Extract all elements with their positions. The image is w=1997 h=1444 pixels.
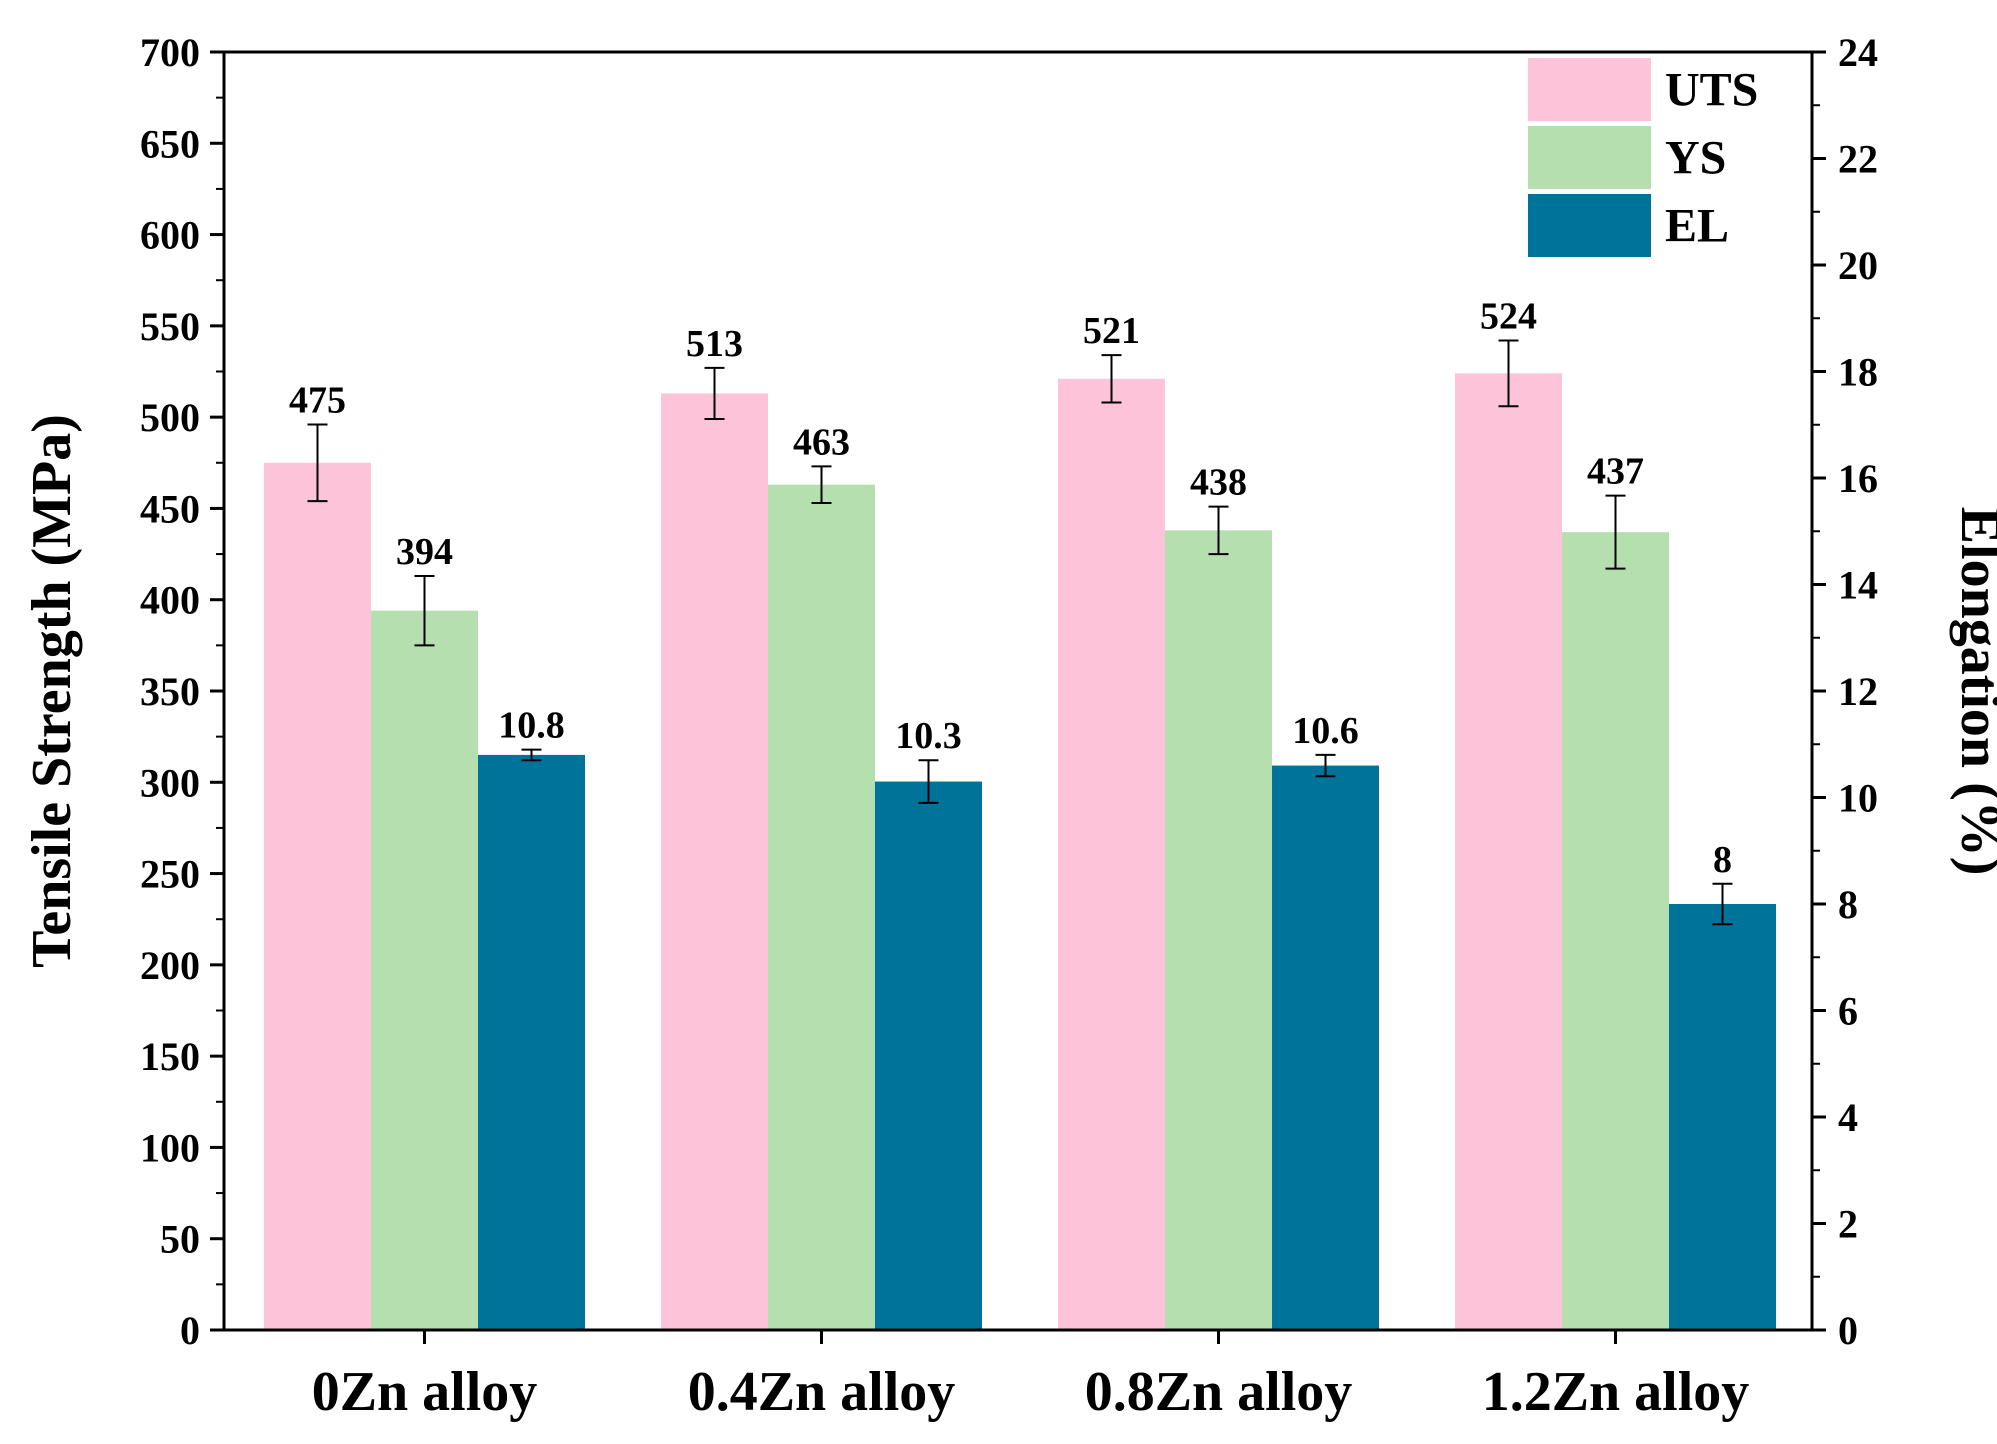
left-axis-tick-label: 500 (140, 395, 200, 440)
value-label-el: 10.3 (895, 715, 962, 757)
bar-uts (1455, 373, 1562, 1331)
bar-el (478, 754, 585, 1330)
legend-label-uts: UTS (1665, 64, 1758, 117)
bar-ys (371, 610, 478, 1330)
x-axis-category-label: 0.8Zn alloy (1085, 1361, 1353, 1423)
left-axis-tick-label: 200 (140, 943, 200, 988)
left-axis-tick-label: 150 (140, 1034, 200, 1079)
value-label-el: 10.8 (498, 705, 565, 747)
legend-swatch-el (1528, 194, 1651, 257)
left-axis-title: Tensile Strength (MPa) (21, 414, 83, 968)
right-axis-tick-label: 14 (1838, 563, 1878, 608)
left-axis-tick-label: 350 (140, 669, 200, 714)
left-axis-ticks: 0 50 100 150 200 250 300 350 400 450 500 550 600 650 7… (140, 30, 224, 1353)
value-label-ys: 394 (396, 531, 453, 573)
x-axis-category-label: 0.4Zn alloy (688, 1361, 956, 1423)
right-axis-tick-label: 6 (1838, 989, 1858, 1034)
left-axis-tick-label: 300 (140, 760, 200, 805)
right-axis-tick-label: 10 (1838, 776, 1878, 821)
x-axis-category-label: 1.2Zn alloy (1482, 1361, 1750, 1423)
value-label-el: 10.6 (1292, 710, 1359, 752)
legend-swatch-uts (1528, 58, 1651, 121)
left-axis-tick-label: 0 (180, 1308, 200, 1353)
right-axis-tick-label: 4 (1838, 1095, 1858, 1140)
bar-uts (1058, 378, 1165, 1330)
value-label-ys: 437 (1587, 451, 1644, 493)
bar-ys (768, 484, 875, 1330)
left-axis-tick-label: 50 (160, 1217, 200, 1262)
left-axis-tick-label: 450 (140, 486, 200, 531)
bar-el (875, 781, 982, 1330)
legend-swatch-ys (1528, 126, 1651, 189)
value-label-uts: 513 (686, 323, 743, 365)
value-label-uts: 475 (289, 379, 346, 421)
x-axis-categories: 0Zn alloy 0.4Zn alloy 0.8Zn alloy 1.2Zn all… (312, 1330, 1750, 1423)
right-axis-tick-label: 0 (1838, 1308, 1858, 1353)
right-axis-tick-label: 8 (1838, 882, 1858, 927)
right-axis-tick-label: 24 (1838, 30, 1878, 75)
legend: UTS YS EL (1528, 58, 1758, 257)
left-axis-tick-label: 600 (140, 213, 200, 258)
left-axis-tick-label: 400 (140, 578, 200, 623)
value-labels-layer: 475 394 10.8 513 463 10.3 521 438 10.6 524 437 8 (289, 295, 1732, 880)
bar-ys (1165, 530, 1272, 1330)
x-axis-category-label: 0Zn alloy (312, 1361, 538, 1423)
right-axis-tick-label: 18 (1838, 350, 1878, 395)
right-axis-tick-label: 16 (1838, 456, 1878, 501)
legend-label-ys: YS (1665, 132, 1726, 185)
left-axis-tick-label: 700 (140, 30, 200, 75)
left-axis-tick-label: 550 (140, 304, 200, 349)
bars-layer (264, 373, 1776, 1331)
legend-label-el: EL (1665, 200, 1729, 253)
right-axis-tick-label: 2 (1838, 1202, 1858, 1247)
bar-ys (1562, 532, 1669, 1330)
right-axis-tick-label: 12 (1838, 669, 1878, 714)
bar-el (1272, 765, 1379, 1330)
right-axis-tick-label: 20 (1838, 243, 1878, 288)
right-axis-tick-label: 22 (1838, 137, 1878, 182)
left-axis-tick-label: 650 (140, 121, 200, 166)
value-label-uts: 521 (1083, 310, 1140, 352)
bar-uts (661, 393, 768, 1330)
left-axis-tick-label: 250 (140, 852, 200, 897)
value-label-uts: 524 (1480, 295, 1537, 337)
bar-el (1669, 904, 1776, 1330)
right-axis-title: Elongation (%) (1949, 507, 1997, 876)
error-bars-layer (307, 339, 1733, 926)
value-label-el: 8 (1713, 839, 1732, 881)
left-axis-tick-label: 100 (140, 1125, 200, 1170)
value-label-ys: 463 (793, 421, 850, 463)
bar-uts (264, 462, 371, 1330)
value-label-ys: 438 (1190, 462, 1247, 504)
